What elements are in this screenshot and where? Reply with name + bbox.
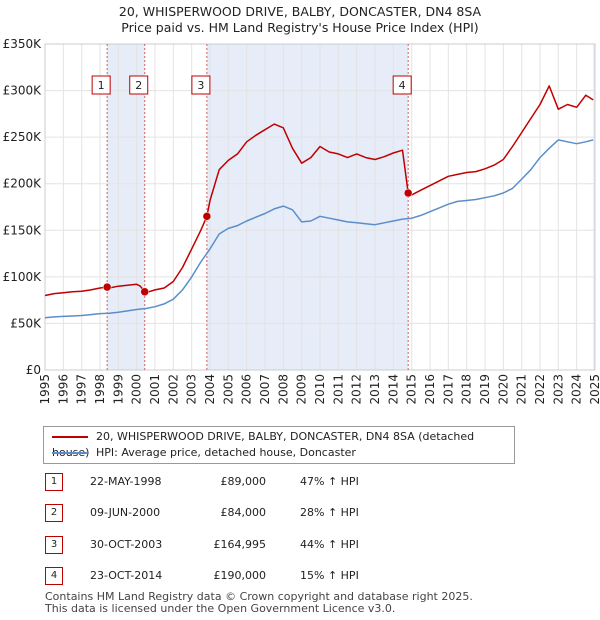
x-tick-label: 2025 bbox=[588, 374, 600, 405]
sale-marker-labels: 1 2 3 4 bbox=[91, 75, 412, 95]
sale-marker-number: 1 bbox=[98, 79, 105, 92]
y-tick-label: £250K bbox=[3, 130, 43, 144]
sale-hpi: 47% ↑ HPI bbox=[300, 475, 359, 488]
hpi-series-line bbox=[44, 139, 594, 319]
sale-marker-box bbox=[191, 75, 211, 95]
sale-date: 09-JUN-2000 bbox=[90, 506, 161, 519]
x-tick-label: 2011 bbox=[331, 374, 345, 405]
x-tick-label: 2014 bbox=[386, 374, 400, 405]
shaded-period bbox=[206, 44, 409, 370]
sale-price: £89,000 bbox=[220, 475, 267, 488]
legend-swatch-property bbox=[52, 436, 88, 438]
sale-row: 3 30-OCT-2003 £164,995 44% ↑ HPI bbox=[0, 536, 600, 560]
sale-row: 4 23-OCT-2014 £190,000 15% ↑ HPI bbox=[0, 567, 600, 591]
x-tick-label: 2019 bbox=[478, 374, 492, 405]
x-tick-label: 2015 bbox=[405, 374, 419, 405]
sale-badge: 3 bbox=[45, 536, 63, 554]
footer-licence: This data is licensed under the Open Gov… bbox=[45, 602, 396, 615]
chart-title: 20, WHISPERWOOD DRIVE, BALBY, DONCASTER,… bbox=[118, 4, 482, 19]
plot-border bbox=[44, 43, 596, 371]
x-tick-label: 2017 bbox=[441, 374, 455, 405]
x-tick-label: 2006 bbox=[240, 374, 254, 405]
shaded-period bbox=[593, 44, 595, 370]
x-tick-label: 2018 bbox=[460, 374, 474, 405]
sale-marker-box bbox=[392, 75, 412, 95]
sale-marker-number: 4 bbox=[399, 79, 406, 92]
x-tick-label: 1996 bbox=[56, 374, 70, 405]
legend-swatch-hpi bbox=[52, 452, 88, 454]
sale-date: 22-MAY-1998 bbox=[90, 475, 162, 488]
x-tick-label: 2023 bbox=[551, 374, 565, 405]
sale-marker-number: 2 bbox=[135, 79, 142, 92]
sale-badge: 2 bbox=[45, 504, 63, 522]
sale-hpi: 44% ↑ HPI bbox=[300, 538, 359, 551]
x-tick-label: 2024 bbox=[570, 374, 584, 405]
y-tick-label: £200K bbox=[3, 177, 43, 191]
x-tick-label: 2016 bbox=[423, 374, 437, 405]
y-tick-label: £300K bbox=[3, 84, 43, 98]
series-lines bbox=[44, 85, 594, 319]
x-tick-label: 2002 bbox=[166, 374, 180, 405]
x-axis-ticks: 1995 1996 1997 1998 1999 2000 2001 2002 2003 2004… bbox=[38, 374, 600, 405]
sale-point bbox=[202, 212, 212, 221]
sale-points bbox=[102, 188, 413, 297]
y-tick-label: £350K bbox=[3, 37, 43, 51]
x-tick-label: 2010 bbox=[313, 374, 327, 405]
sale-date: 23-OCT-2014 bbox=[90, 569, 163, 582]
x-tick-label: 2000 bbox=[130, 374, 144, 405]
x-tick-label: 2004 bbox=[203, 374, 217, 405]
sale-badge: 4 bbox=[45, 567, 63, 585]
x-tick-label: 2009 bbox=[295, 374, 309, 405]
legend-label-hpi: HPI: Average price, detached house, Donc… bbox=[96, 446, 356, 459]
legend: 20, WHISPERWOOD DRIVE, BALBY, DONCASTER,… bbox=[43, 426, 515, 464]
sale-marker-number: 3 bbox=[197, 79, 204, 92]
x-tick-label: 2013 bbox=[368, 374, 382, 405]
sale-hpi: 15% ↑ HPI bbox=[300, 569, 359, 582]
x-tick-label: 2021 bbox=[515, 374, 529, 405]
y-tick-label: £0 bbox=[26, 363, 41, 377]
x-tick-label: 1995 bbox=[38, 374, 52, 405]
sale-point bbox=[140, 287, 149, 297]
sale-marker-box bbox=[91, 75, 111, 95]
x-tick-label: 2001 bbox=[148, 374, 162, 405]
x-tick-label: 2020 bbox=[496, 374, 510, 405]
x-tick-label: 1997 bbox=[75, 374, 89, 405]
legend-item-hpi: HPI: Average price, detached house, Donc… bbox=[52, 445, 356, 461]
sale-hpi: 28% ↑ HPI bbox=[300, 506, 359, 519]
y-tick-label: £150K bbox=[3, 223, 43, 237]
sale-point bbox=[403, 188, 413, 198]
x-tick-label: 1999 bbox=[111, 374, 125, 405]
price-chart: 1 2 3 4 £0 £50K £100K £150K £200K £250K £300K £350… bbox=[3, 37, 600, 405]
x-tick-label: 2003 bbox=[185, 374, 199, 405]
legend-item-property: 20, WHISPERWOOD DRIVE, BALBY, DONCASTER,… bbox=[52, 429, 514, 459]
sale-marker-box bbox=[129, 75, 149, 95]
sale-date: 30-OCT-2003 bbox=[90, 538, 163, 551]
sale-point bbox=[102, 282, 112, 292]
x-tick-label: 2022 bbox=[533, 374, 547, 405]
x-tick-label: 2012 bbox=[350, 374, 364, 405]
y-axis-ticks: £0 £50K £100K £150K £200K £250K £300K £350K bbox=[3, 37, 43, 377]
shaded-period bbox=[107, 44, 145, 370]
footer-copyright: Contains HM Land Registry data © Crown c… bbox=[45, 590, 473, 603]
sale-price: £190,000 bbox=[213, 569, 267, 582]
x-tick-label: 2005 bbox=[221, 374, 235, 405]
sale-row: 1 22-MAY-1998 £89,000 47% ↑ HPI bbox=[0, 473, 600, 497]
sale-row: 2 09-JUN-2000 £84,000 28% ↑ HPI bbox=[0, 504, 600, 528]
sale-price: £164,995 bbox=[213, 538, 267, 551]
x-tick-label: 2007 bbox=[258, 374, 272, 405]
x-tick-label: 2008 bbox=[276, 374, 290, 405]
property-series-line bbox=[44, 85, 594, 297]
x-tick-label: 1998 bbox=[93, 374, 107, 405]
chart-subtitle: Price paid vs. HM Land Registry's House … bbox=[121, 20, 479, 35]
y-tick-label: £50K bbox=[10, 316, 42, 330]
sale-badge: 1 bbox=[45, 473, 63, 491]
y-tick-label: £100K bbox=[3, 270, 43, 284]
sale-price: £84,000 bbox=[220, 506, 267, 519]
